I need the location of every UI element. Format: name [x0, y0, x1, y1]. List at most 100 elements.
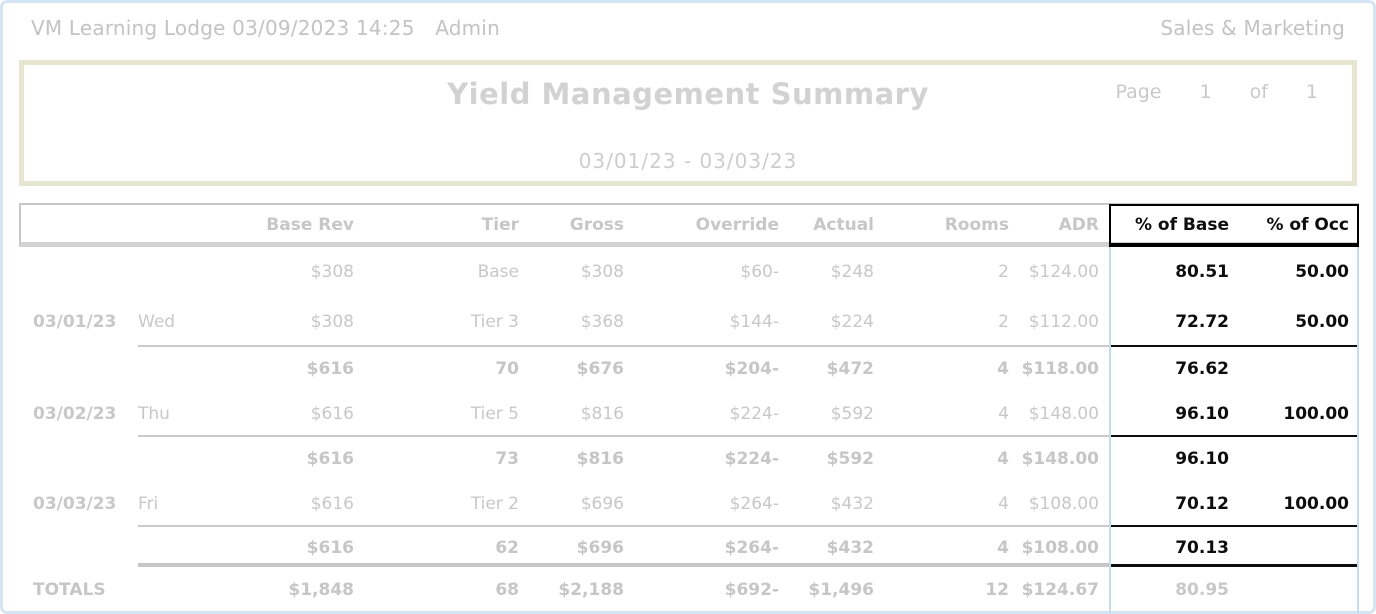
- cell-adr: $108.00: [1028, 494, 1099, 514]
- col-header-base-rev: Base Rev: [266, 215, 354, 235]
- cell-gross: $2,188: [558, 580, 624, 600]
- cell-actual: $472: [826, 359, 874, 379]
- cell-override: $264-: [729, 494, 779, 514]
- cell-base-rev: $616: [310, 494, 354, 514]
- cell-day: Wed: [138, 312, 176, 332]
- cell-pct-base: 70.13: [1175, 538, 1229, 558]
- cell-date: 03/01/23: [33, 312, 117, 332]
- cell-day: Thu: [138, 404, 170, 424]
- cell-base-rev: $1,848: [288, 580, 354, 600]
- cell-adr: $118.00: [1021, 359, 1099, 379]
- cell-pct-base: 96.10: [1175, 404, 1229, 424]
- cell-pct-occ: 50.00: [1295, 262, 1349, 282]
- cell-gross: $308: [580, 262, 624, 282]
- cell-rooms: 4: [997, 449, 1009, 469]
- cell-gross: $696: [580, 494, 624, 514]
- report-header-left: VM Learning Lodge 03/09/2023 14:25 Admin: [31, 16, 514, 40]
- cell-override: $204-: [724, 359, 779, 379]
- cell-gross: $816: [576, 449, 624, 469]
- cell-rooms: 4: [998, 494, 1009, 514]
- cell-base-rev: $616: [306, 359, 354, 379]
- cell-rooms: 4: [997, 538, 1009, 558]
- cell-actual: $592: [826, 449, 874, 469]
- cell-gross: $696: [576, 538, 624, 558]
- col-header-gross: Gross: [569, 215, 624, 235]
- cell-gross: $676: [576, 359, 624, 379]
- table-header-row: Base Rev Tier Gross Override Actual Room…: [19, 203, 1359, 247]
- col-header-pct-base: % of Base: [1134, 215, 1229, 235]
- cell-totals-label: TOTALS: [33, 580, 106, 600]
- cell-pct-base: 96.10: [1175, 449, 1229, 469]
- report-date-range: 03/01/23 - 03/03/23: [578, 149, 798, 173]
- cell-tier: 70: [495, 359, 519, 379]
- cell-base-rev: $616: [306, 538, 354, 558]
- cell-tier: Tier 2: [470, 494, 519, 514]
- cell-tier: 62: [495, 538, 519, 558]
- cell-actual: $432: [826, 538, 874, 558]
- cell-adr: $148.00: [1028, 404, 1099, 424]
- cell-actual: $592: [830, 404, 874, 424]
- page-title: Yield Management Summary: [447, 77, 929, 111]
- table-row: $308 Base $308 $60- $248 2 $124.00 80.51…: [19, 247, 1359, 297]
- cell-rooms: 4: [998, 404, 1009, 424]
- table-body: $308 Base $308 $60- $248 2 $124.00 80.51…: [19, 247, 1359, 611]
- page-indicator: Page 1 of 1: [1115, 81, 1318, 103]
- cell-tier: 73: [495, 449, 519, 469]
- cell-rooms: 4: [997, 359, 1009, 379]
- cell-override: $692-: [724, 580, 779, 600]
- cell-pct-base: 76.62: [1175, 359, 1229, 379]
- cell-adr: $108.00: [1021, 538, 1099, 558]
- cell-override: $60-: [740, 262, 779, 282]
- cell-actual: $432: [830, 494, 874, 514]
- cell-rooms: 2: [998, 262, 1009, 282]
- property-and-timestamp: VM Learning Lodge 03/09/2023 14:25: [31, 16, 415, 40]
- cell-rooms: 12: [985, 580, 1009, 600]
- col-header-tier: Tier: [481, 215, 519, 235]
- cell-base-rev: $616: [306, 449, 354, 469]
- cell-actual: $224: [830, 312, 874, 332]
- cell-pct-occ: 50.00: [1295, 312, 1349, 332]
- cell-pct-occ: 100.00: [1283, 404, 1349, 424]
- cell-override: $224-: [729, 404, 779, 424]
- table-row: 03/02/23 Thu $616 Tier 5 $816 $224- $592…: [19, 391, 1359, 437]
- page-current: 1: [1199, 81, 1212, 103]
- cell-tier: Tier 3: [470, 312, 519, 332]
- report-title-box: Yield Management Summary Page 1 of 1 03/…: [19, 60, 1357, 186]
- cell-tier: Base: [477, 262, 519, 282]
- table-row-subtotal: $616 73 $816 $224- $592 4 $148.00 96.10: [19, 437, 1359, 481]
- cell-adr: $124.00: [1028, 262, 1099, 282]
- cell-pct-base: 70.12: [1175, 494, 1229, 514]
- cell-day: Fri: [138, 494, 159, 514]
- cell-pct-occ: 100.00: [1283, 494, 1349, 514]
- cell-actual: $1,496: [808, 580, 874, 600]
- table-row-subtotal: $616 62 $696 $264- $432 4 $108.00 70.13: [19, 527, 1359, 569]
- table-row: 03/01/23 Wed $308 Tier 3 $368 $144- $224…: [19, 297, 1359, 347]
- cell-override: $224-: [724, 449, 779, 469]
- col-header-actual: Actual: [813, 215, 874, 235]
- cell-gross: $368: [580, 312, 624, 332]
- cell-base-rev: $616: [310, 404, 354, 424]
- col-header-override: Override: [695, 215, 779, 235]
- cell-rooms: 2: [998, 312, 1009, 332]
- cell-pct-base: 80.51: [1175, 262, 1229, 282]
- table-row: 03/03/23 Fri $616 Tier 2 $696 $264- $432…: [19, 481, 1359, 527]
- cell-pct-base: 72.72: [1175, 312, 1229, 332]
- user-name: Admin: [435, 16, 500, 40]
- cell-date: 03/03/23: [33, 494, 117, 514]
- cell-adr: $148.00: [1021, 449, 1099, 469]
- cell-adr: $124.67: [1021, 580, 1099, 600]
- page-of-label: of: [1249, 81, 1268, 103]
- cell-actual: $248: [830, 262, 874, 282]
- page-label: Page: [1115, 81, 1162, 103]
- cell-override: $264-: [724, 538, 779, 558]
- cell-pct-base: 80.95: [1175, 580, 1229, 600]
- cell-override: $144-: [729, 312, 779, 332]
- table-row-subtotal: $616 70 $676 $204- $472 4 $118.00 76.62: [19, 347, 1359, 391]
- col-header-pct-occ: % of Occ: [1266, 215, 1349, 235]
- cell-tier: Tier 5: [470, 404, 519, 424]
- page-total: 1: [1305, 81, 1318, 103]
- department-label: Sales & Marketing: [1160, 16, 1345, 40]
- col-header-rooms: Rooms: [944, 215, 1009, 235]
- cell-date: 03/02/23: [33, 404, 117, 424]
